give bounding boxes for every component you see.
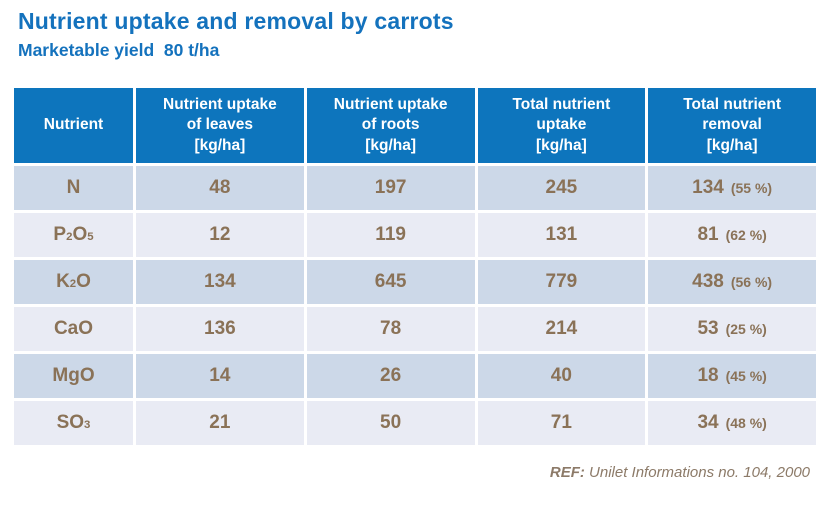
cell-uptake-leaves: 12 bbox=[136, 213, 304, 257]
cell-uptake-roots: 78 bbox=[306, 307, 475, 351]
removal-percent: (55 %) bbox=[730, 180, 773, 196]
cell-nutrient: MgO bbox=[14, 354, 133, 398]
page-title: Nutrient uptake and removal by carrots bbox=[18, 8, 454, 34]
removal-value: 34 bbox=[697, 412, 719, 433]
ref-text: Unilet Informations no. 104, 2000 bbox=[584, 464, 810, 481]
cell-nutrient: SO 3 bbox=[14, 401, 133, 445]
cell-total-uptake: 71 bbox=[477, 401, 646, 445]
nutrient-table: Nutrient Nutrient uptake of leaves [kg/ha… bbox=[14, 88, 816, 445]
removal-percent: (62 %) bbox=[725, 227, 767, 243]
removal-value: 53 bbox=[697, 318, 719, 339]
cell-removal: 53 (25 %) bbox=[648, 307, 816, 351]
removal-value: 438 bbox=[692, 271, 724, 292]
ref-label: REF: bbox=[549, 464, 585, 481]
cell-total-uptake: 214 bbox=[477, 307, 646, 351]
column-header-2: Nutrient uptake of roots [kg/ha] bbox=[306, 88, 475, 163]
removal-value: 81 bbox=[697, 224, 719, 245]
cell-nutrient: CaO bbox=[14, 307, 133, 351]
nutrient-text: P bbox=[53, 224, 67, 245]
nutrient-text: SO bbox=[56, 412, 85, 433]
cell-uptake-leaves: 14 bbox=[136, 354, 304, 398]
nutrient-text: MgO bbox=[52, 365, 95, 386]
cell-total-uptake: 131 bbox=[477, 213, 646, 257]
removal-percent: (48 %) bbox=[725, 415, 767, 431]
cell-uptake-roots: 645 bbox=[306, 260, 475, 304]
nutrient-text: N bbox=[66, 177, 81, 198]
cell-uptake-leaves: 48 bbox=[136, 166, 304, 210]
removal-percent: (45 %) bbox=[725, 368, 767, 384]
nutrient-text: CaO bbox=[53, 318, 94, 339]
nutrient-text: O bbox=[76, 271, 91, 292]
cell-uptake-roots: 119 bbox=[306, 213, 475, 257]
cell-total-uptake: 779 bbox=[477, 260, 646, 304]
column-header-0: Nutrient bbox=[14, 88, 133, 163]
cell-uptake-roots: 50 bbox=[306, 401, 475, 445]
column-header-1: Nutrient uptake of leaves [kg/ha] bbox=[136, 88, 304, 163]
cell-total-uptake: 245 bbox=[477, 166, 646, 210]
removal-value: 18 bbox=[697, 365, 719, 386]
cell-removal: 438 (56 %) bbox=[648, 260, 816, 304]
cell-removal: 81 (62 %) bbox=[648, 213, 816, 257]
cell-removal: 134 (55 %) bbox=[648, 166, 816, 210]
cell-uptake-leaves: 21 bbox=[136, 401, 304, 445]
cell-uptake-leaves: 136 bbox=[136, 307, 304, 351]
removal-percent: (25 %) bbox=[725, 321, 767, 337]
cell-removal: 18 (45 %) bbox=[648, 354, 816, 398]
cell-uptake-roots: 26 bbox=[306, 354, 475, 398]
reference-note: REF: Unilet Informations no. 104, 2000 bbox=[14, 464, 810, 481]
cell-nutrient: N bbox=[14, 166, 133, 210]
cell-uptake-leaves: 134 bbox=[136, 260, 304, 304]
cell-removal: 34 (48 %) bbox=[648, 401, 816, 445]
nutrient-text: O bbox=[72, 224, 88, 245]
removal-percent: (56 %) bbox=[730, 274, 773, 290]
column-header-4: Total nutrient removal [kg/ha] bbox=[648, 88, 816, 163]
cell-total-uptake: 40 bbox=[477, 354, 646, 398]
nutrient-text: K bbox=[56, 271, 70, 292]
cell-uptake-roots: 197 bbox=[306, 166, 475, 210]
column-header-3: Total nutrient uptake [kg/ha] bbox=[477, 88, 646, 163]
page-subtitle: Marketable yield 80 t/ha bbox=[18, 40, 220, 60]
removal-value: 134 bbox=[692, 177, 724, 198]
